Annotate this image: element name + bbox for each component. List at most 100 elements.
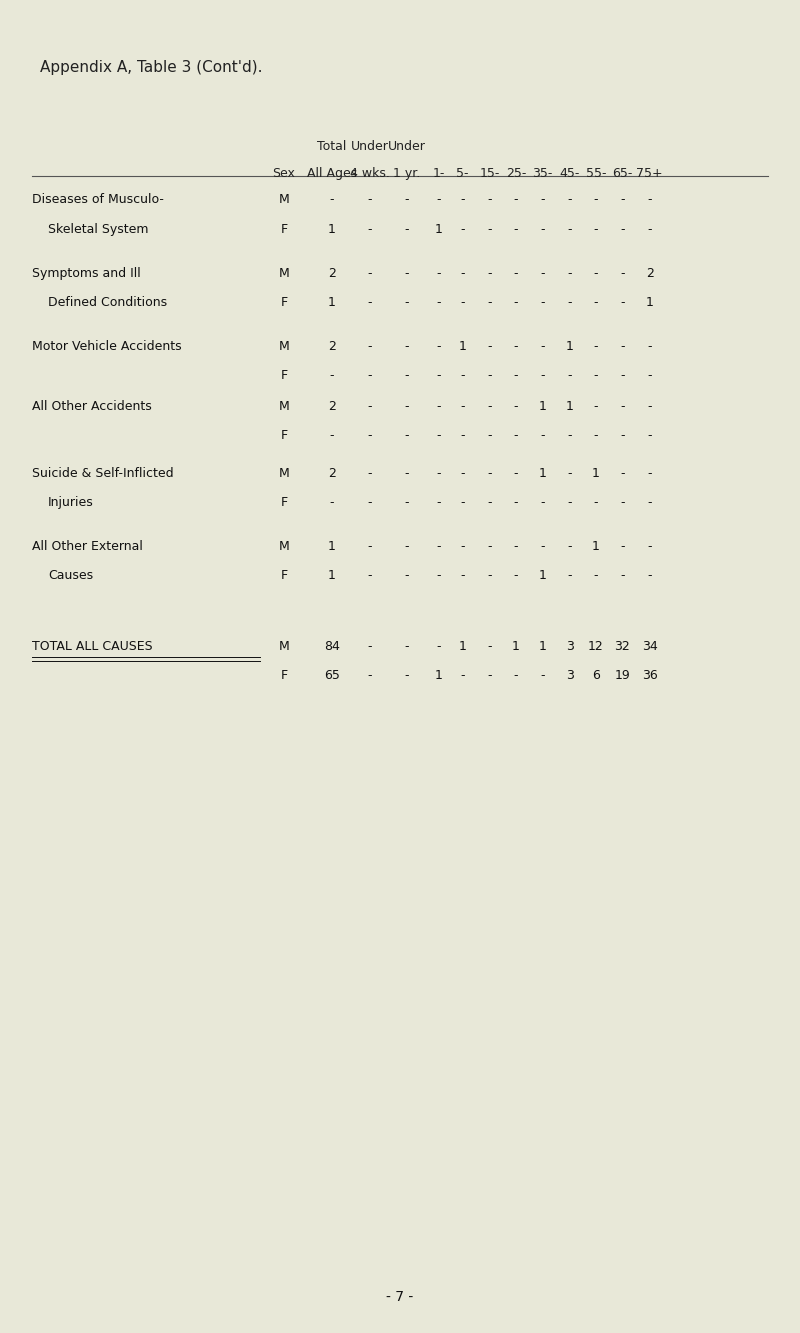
Text: -: - xyxy=(367,400,372,413)
Text: -: - xyxy=(540,669,545,682)
Text: -: - xyxy=(540,267,545,280)
Text: 1: 1 xyxy=(538,400,546,413)
Text: F: F xyxy=(281,429,287,443)
Text: -: - xyxy=(367,669,372,682)
Text: 1: 1 xyxy=(328,223,336,236)
Text: -: - xyxy=(514,467,518,480)
Text: Symptoms and Ill: Symptoms and Ill xyxy=(32,267,141,280)
Text: -: - xyxy=(567,540,572,553)
Text: -: - xyxy=(404,669,409,682)
Text: -: - xyxy=(404,467,409,480)
Text: -: - xyxy=(367,569,372,583)
Text: 1: 1 xyxy=(512,640,520,653)
Text: -: - xyxy=(567,193,572,207)
Text: -: - xyxy=(620,340,625,353)
Text: -: - xyxy=(436,429,441,443)
Text: -: - xyxy=(647,496,652,509)
Text: F: F xyxy=(281,223,287,236)
Text: -: - xyxy=(487,669,492,682)
Text: -: - xyxy=(460,496,465,509)
Text: 1: 1 xyxy=(328,540,336,553)
Text: 1: 1 xyxy=(592,540,600,553)
Text: -: - xyxy=(460,669,465,682)
Text: -: - xyxy=(330,369,334,383)
Text: 1: 1 xyxy=(328,296,336,309)
Text: -: - xyxy=(460,429,465,443)
Text: -: - xyxy=(487,340,492,353)
Text: 65-: 65- xyxy=(612,167,633,180)
Text: -: - xyxy=(567,569,572,583)
Text: -: - xyxy=(487,429,492,443)
Text: Appendix A, Table 3 (Cont'd).: Appendix A, Table 3 (Cont'd). xyxy=(40,60,262,75)
Text: -: - xyxy=(647,340,652,353)
Text: -: - xyxy=(594,193,598,207)
Text: M: M xyxy=(278,340,290,353)
Text: 55-: 55- xyxy=(586,167,606,180)
Text: -: - xyxy=(487,369,492,383)
Text: M: M xyxy=(278,640,290,653)
Text: -: - xyxy=(514,669,518,682)
Text: -: - xyxy=(404,267,409,280)
Text: -: - xyxy=(620,296,625,309)
Text: -: - xyxy=(647,369,652,383)
Text: TOTAL ALL CAUSES: TOTAL ALL CAUSES xyxy=(32,640,153,653)
Text: -: - xyxy=(647,400,652,413)
Text: -: - xyxy=(567,223,572,236)
Text: -: - xyxy=(514,296,518,309)
Text: -: - xyxy=(404,223,409,236)
Text: 1: 1 xyxy=(538,569,546,583)
Text: 2: 2 xyxy=(328,400,336,413)
Text: -: - xyxy=(594,369,598,383)
Text: -: - xyxy=(330,496,334,509)
Text: 75+: 75+ xyxy=(636,167,663,180)
Text: -: - xyxy=(514,340,518,353)
Text: -: - xyxy=(436,400,441,413)
Text: 3: 3 xyxy=(566,640,574,653)
Text: -: - xyxy=(404,193,409,207)
Text: -: - xyxy=(436,467,441,480)
Text: -: - xyxy=(436,640,441,653)
Text: -: - xyxy=(514,267,518,280)
Text: -: - xyxy=(594,223,598,236)
Text: -: - xyxy=(620,193,625,207)
Text: -: - xyxy=(367,223,372,236)
Text: -: - xyxy=(567,429,572,443)
Text: -: - xyxy=(460,296,465,309)
Text: -: - xyxy=(620,569,625,583)
Text: M: M xyxy=(278,400,290,413)
Text: 25-: 25- xyxy=(506,167,526,180)
Text: - 7 -: - 7 - xyxy=(386,1289,414,1304)
Text: -: - xyxy=(404,540,409,553)
Text: 32: 32 xyxy=(614,640,630,653)
Text: 12: 12 xyxy=(588,640,604,653)
Text: -: - xyxy=(487,540,492,553)
Text: 2: 2 xyxy=(328,340,336,353)
Text: -: - xyxy=(647,193,652,207)
Text: 6: 6 xyxy=(592,669,600,682)
Text: -: - xyxy=(567,467,572,480)
Text: -: - xyxy=(514,429,518,443)
Text: -: - xyxy=(514,540,518,553)
Text: -: - xyxy=(436,193,441,207)
Text: -: - xyxy=(436,340,441,353)
Text: -: - xyxy=(540,369,545,383)
Text: -: - xyxy=(487,496,492,509)
Text: -: - xyxy=(540,223,545,236)
Text: -: - xyxy=(460,193,465,207)
Text: 1: 1 xyxy=(328,569,336,583)
Text: -: - xyxy=(620,369,625,383)
Text: 1: 1 xyxy=(538,640,546,653)
Text: Skeletal System: Skeletal System xyxy=(48,223,149,236)
Text: -: - xyxy=(487,223,492,236)
Text: 45-: 45- xyxy=(559,167,580,180)
Text: Causes: Causes xyxy=(48,569,93,583)
Text: Motor Vehicle Accidents: Motor Vehicle Accidents xyxy=(32,340,182,353)
Text: -: - xyxy=(594,400,598,413)
Text: -: - xyxy=(460,223,465,236)
Text: Defined Conditions: Defined Conditions xyxy=(48,296,167,309)
Text: Sex: Sex xyxy=(273,167,295,180)
Text: -: - xyxy=(404,296,409,309)
Text: -: - xyxy=(540,193,545,207)
Text: 15-: 15- xyxy=(479,167,500,180)
Text: -: - xyxy=(404,569,409,583)
